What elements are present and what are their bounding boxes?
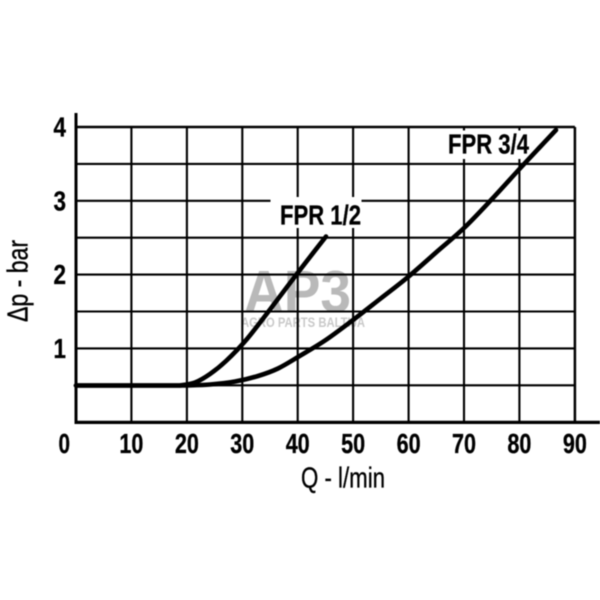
svg-text:70: 70 xyxy=(452,428,476,459)
svg-text:AGRO PARTS BALTIJA: AGRO PARTS BALTIJA xyxy=(241,314,365,330)
svg-text:FPR 3/4: FPR 3/4 xyxy=(448,128,530,159)
svg-text:Q - l/min: Q - l/min xyxy=(301,462,385,494)
svg-text:40: 40 xyxy=(286,428,310,459)
svg-text:90: 90 xyxy=(563,428,587,459)
svg-text:50: 50 xyxy=(341,428,365,459)
svg-text:4: 4 xyxy=(54,112,67,143)
svg-text:2: 2 xyxy=(54,259,67,290)
svg-text:10: 10 xyxy=(119,428,143,459)
svg-text:FPR 1/2: FPR 1/2 xyxy=(280,200,361,231)
svg-text:60: 60 xyxy=(397,428,421,459)
svg-text:20: 20 xyxy=(175,428,199,459)
svg-text:0: 0 xyxy=(58,428,70,459)
svg-text:30: 30 xyxy=(230,428,254,459)
svg-text:Δp - bar: Δp - bar xyxy=(3,240,35,322)
svg-text:1: 1 xyxy=(54,333,67,364)
svg-text:3: 3 xyxy=(54,185,67,216)
svg-text:80: 80 xyxy=(507,428,531,459)
